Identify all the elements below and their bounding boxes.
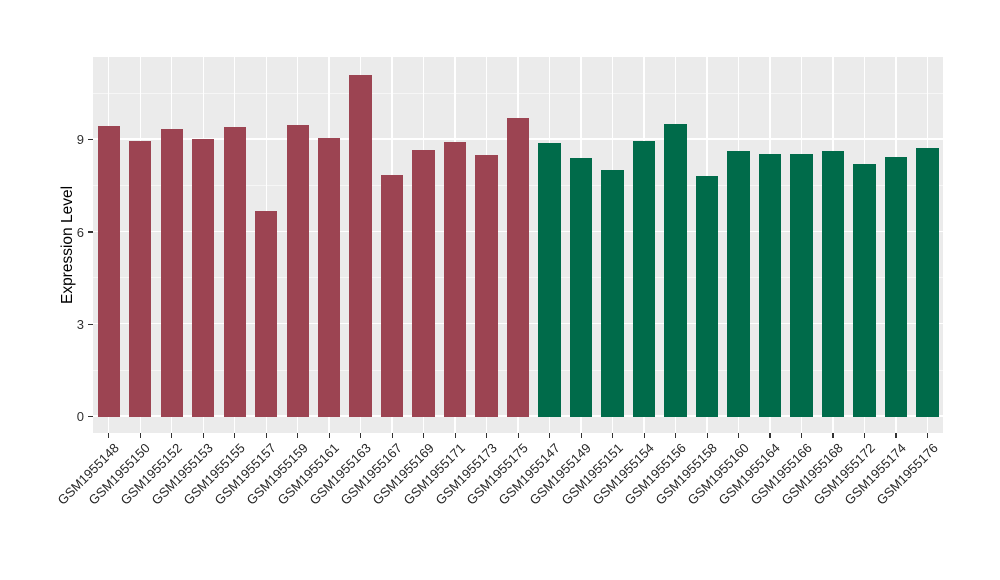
x-axis-tick	[612, 433, 614, 438]
x-axis-tick	[391, 433, 393, 438]
x-axis-tick	[706, 433, 708, 438]
bar-GSM1955154	[632, 141, 656, 417]
bar-GSM1955174	[884, 156, 908, 417]
bar-GSM1955148	[97, 126, 120, 417]
x-axis-tick	[139, 433, 141, 438]
y-axis-title: Expression Level	[59, 186, 76, 305]
bar-GSM1955152	[160, 128, 183, 417]
x-axis-tick	[863, 433, 866, 438]
x-axis-tick	[895, 433, 897, 438]
bar-GSM1955149	[569, 157, 593, 417]
x-axis-tick	[769, 433, 771, 438]
x-axis-tick	[517, 433, 519, 438]
x-axis-tick	[800, 433, 803, 438]
x-axis-tick	[737, 433, 740, 438]
bar-GSM1955155	[223, 126, 246, 417]
bar-GSM1955147	[538, 142, 561, 417]
bar-GSM1955169	[412, 150, 435, 417]
y-axis-tick	[88, 323, 93, 325]
bar-GSM1955167	[380, 175, 404, 417]
bar-GSM1955159	[286, 125, 309, 417]
x-axis-tick	[549, 433, 551, 438]
bar-GSM1955150	[129, 140, 152, 417]
bar-GSM1955176	[916, 148, 939, 417]
plot-panel	[93, 57, 944, 434]
bar-GSM1955163	[349, 75, 372, 417]
x-axis-tick	[171, 433, 173, 438]
x-axis-tick	[454, 433, 456, 438]
y-axis-tick	[88, 231, 93, 233]
y-axis-tick-label: 9	[76, 132, 84, 148]
x-axis-tick	[328, 433, 330, 438]
bar-GSM1955166	[790, 154, 813, 417]
bar-GSM1955164	[758, 153, 782, 417]
x-axis-tick	[675, 433, 677, 438]
bar-GSM1955160	[727, 151, 750, 417]
x-axis-tick	[297, 433, 299, 438]
y-axis-tick-label: 0	[76, 409, 84, 425]
x-axis-tick	[360, 433, 362, 438]
bar-GSM1955161	[317, 137, 341, 417]
bar-GSM1955172	[853, 164, 876, 417]
y-axis-tick-label: 3	[76, 316, 84, 332]
bar-GSM1955168	[821, 150, 845, 417]
bar-GSM1955156	[664, 123, 687, 417]
bar-GSM1955153	[192, 138, 215, 417]
x-axis-tick	[926, 433, 929, 438]
bar-GSM1955173	[475, 155, 498, 417]
bar-GSM1955151	[601, 169, 624, 417]
x-axis-tick	[202, 433, 204, 438]
y-axis-tick	[88, 139, 93, 141]
x-axis-tick	[423, 433, 425, 438]
bar-GSM1955158	[695, 175, 719, 417]
bar-GSM1955171	[443, 141, 467, 417]
bar-GSM1955157	[255, 211, 278, 417]
x-axis-tick	[486, 433, 488, 438]
x-axis-tick	[108, 433, 110, 438]
x-axis-tick	[832, 433, 834, 438]
x-axis-tick	[643, 433, 645, 438]
x-axis-tick	[580, 433, 582, 438]
bar-GSM1955175	[506, 117, 530, 417]
y-axis-tick	[88, 416, 93, 418]
y-axis-tick-label: 6	[76, 224, 84, 240]
x-axis-tick	[265, 433, 267, 438]
x-axis-tick	[234, 433, 236, 438]
